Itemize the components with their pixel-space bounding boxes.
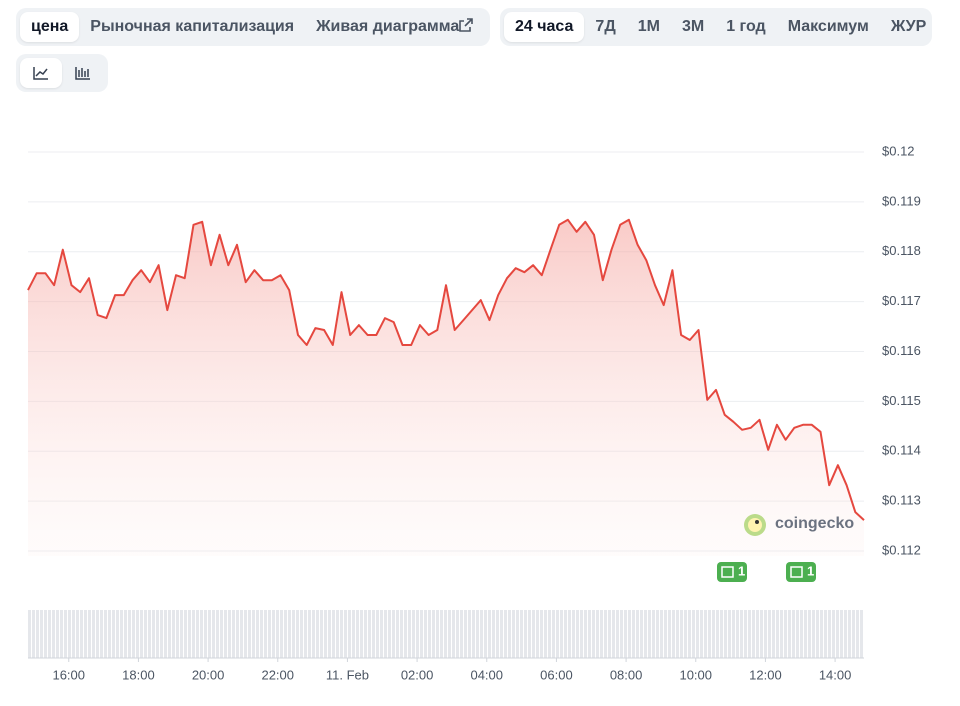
news-count: 1 — [807, 563, 814, 578]
line-chart-button[interactable] — [20, 58, 62, 88]
chart-type-buttons — [16, 54, 108, 92]
x-tick-label: 06:00 — [540, 667, 573, 682]
x-tick-label: 08:00 — [610, 667, 643, 682]
volume-band — [28, 610, 864, 658]
news-badge[interactable]: 1 — [717, 562, 747, 582]
y-tick-label: $0.117 — [882, 293, 921, 308]
y-tick-label: $0.113 — [882, 493, 921, 508]
y-tick-label: $0.112 — [882, 542, 921, 557]
tab[interactable]: цена — [20, 12, 80, 42]
tab-label: Живая диаграмма — [316, 18, 460, 35]
tab[interactable]: Живая диаграмма — [305, 12, 475, 42]
tab[interactable]: Рыночная капитализация — [90, 18, 295, 35]
tab[interactable]: 24 часа — [504, 12, 585, 42]
tab[interactable]: 7Д — [595, 18, 616, 35]
metric-tabs: цена Рыночная капитализация Живая диагра… — [16, 8, 490, 46]
area-fill — [28, 219, 864, 557]
x-tick-label: 22:00 — [261, 667, 294, 682]
tab[interactable]: Максимум — [787, 18, 869, 35]
tab[interactable]: 1 год — [726, 18, 766, 35]
y-tick-label: $0.116 — [882, 343, 921, 358]
watermark-text: coingecko — [775, 515, 854, 532]
y-tick-label: $0.114 — [882, 443, 921, 458]
y-tick-label: $0.119 — [882, 193, 921, 208]
range-tabs: 24 часа 7Д 1М 3М 1 год Максимум ЖУР — [500, 8, 932, 46]
y-tick-label: $0.118 — [882, 243, 921, 258]
candle-chart-button[interactable] — [62, 58, 104, 88]
x-tick-label: 16:00 — [52, 667, 85, 682]
tab[interactable]: ЖУР — [890, 18, 927, 35]
tab[interactable]: 3М — [681, 18, 705, 35]
news-badge[interactable]: 1 — [786, 562, 816, 582]
y-tick-label: $0.115 — [882, 393, 921, 408]
x-tick-label: 02:00 — [401, 667, 434, 682]
x-tick-label: 04:00 — [470, 667, 503, 682]
tab[interactable]: 1М — [637, 18, 660, 35]
x-tick-label: 10:00 — [679, 667, 712, 682]
candle-icon — [75, 67, 90, 80]
x-tick-label: 18:00 — [122, 667, 155, 682]
external-link-icon — [459, 18, 474, 32]
x-tick-label: 12:00 — [749, 667, 782, 682]
x-tick-label: 11. Feb — [326, 667, 369, 682]
price-line — [27, 218, 865, 521]
x-tick-label: 14:00 — [819, 667, 852, 682]
line-icon — [33, 67, 48, 80]
news-count: 1 — [738, 563, 745, 578]
x-tick-label: 20:00 — [192, 667, 225, 682]
y-tick-label: $0.12 — [882, 143, 915, 158]
watermark — [744, 514, 766, 536]
